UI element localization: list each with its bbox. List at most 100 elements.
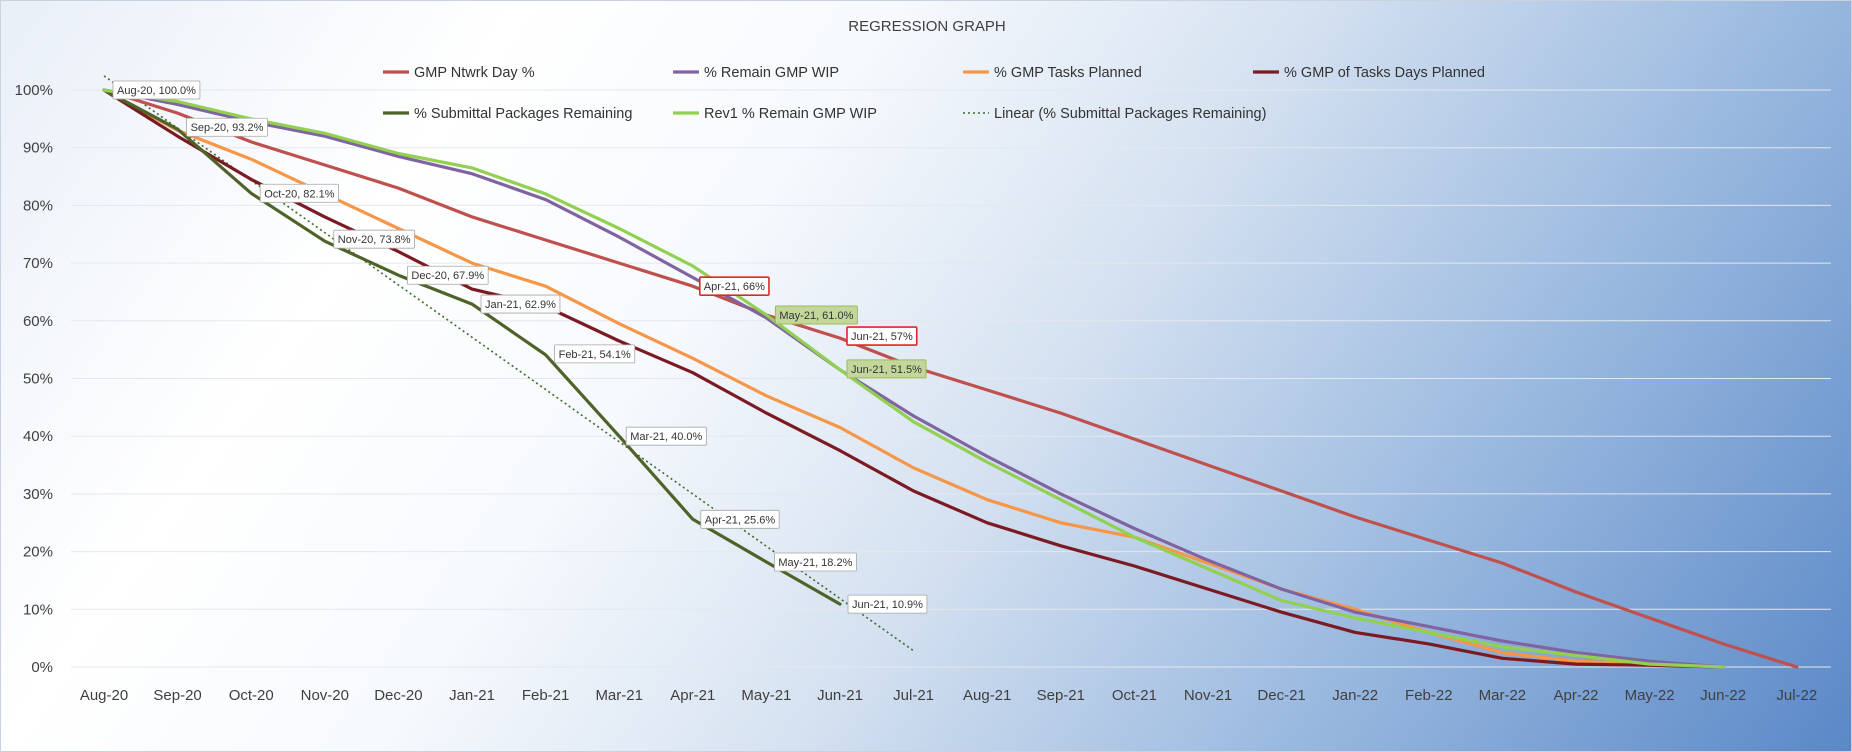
x-tick-label: Jul-21 xyxy=(893,687,934,704)
legend-label: % Remain GMP WIP xyxy=(704,65,839,81)
y-tick-label: 50% xyxy=(23,371,53,388)
x-tick-label: Nov-21 xyxy=(1184,687,1232,704)
x-tick-label: Oct-21 xyxy=(1112,687,1157,704)
x-tick-label: Apr-22 xyxy=(1553,687,1598,704)
data-label: Jun-21, 57% xyxy=(846,326,918,346)
data-label-box xyxy=(846,326,918,346)
legend-label: % GMP Tasks Planned xyxy=(994,65,1142,81)
data-label-text: Dec-20, 67.9% xyxy=(411,270,484,282)
data-label-text: May-21, 61.0% xyxy=(779,310,853,322)
x-tick-label: Mar-21 xyxy=(595,687,643,704)
legend-label: Rev1 % Remain GMP WIP xyxy=(704,106,877,122)
data-label-box xyxy=(259,183,339,203)
y-tick-label: 20% xyxy=(23,544,53,561)
data-label-text: Jun-21, 10.9% xyxy=(852,599,923,611)
legend-item-gmp-tasks-days-planned: % GMP of Tasks Days Planned xyxy=(1253,65,1485,81)
data-label-box xyxy=(774,305,858,325)
data-label-box xyxy=(625,426,707,446)
legend-item-linear-trendline: Linear (% Submittal Packages Remaining) xyxy=(963,106,1266,122)
x-tick-label: Jun-22 xyxy=(1700,687,1746,704)
legend-label: Linear (% Submittal Packages Remaining) xyxy=(994,106,1266,122)
chart-title: REGRESSION GRAPH xyxy=(848,18,1006,35)
data-label-text: Feb-21, 54.1% xyxy=(559,349,631,361)
data-label-text: Apr-21, 66% xyxy=(704,281,765,293)
x-tick-label: Mar-22 xyxy=(1479,687,1527,704)
legend-label: GMP Ntwrk Day % xyxy=(414,65,535,81)
x-tick-label: Feb-21 xyxy=(522,687,570,704)
legend: GMP Ntwrk Day % % Remain GMP WIP % GMP Tas… xyxy=(383,65,1485,122)
data-label-text: Mar-21, 40.0% xyxy=(630,431,702,443)
y-tick-label: 80% xyxy=(23,197,53,214)
data-label-text: Oct-20, 82.1% xyxy=(264,188,335,200)
data-label: Oct-20, 82.1% xyxy=(259,183,339,203)
x-tick-label: Oct-20 xyxy=(229,687,274,704)
data-label-text: Jun-21, 57% xyxy=(851,331,913,343)
legend-label: % Submittal Packages Remaining xyxy=(414,106,632,122)
x-tick-label: Jul-22 xyxy=(1776,687,1817,704)
series-line-gmp-tasks-planned xyxy=(102,88,1725,669)
data-label: Mar-21, 40.0% xyxy=(625,426,707,446)
x-tick-label: Dec-20 xyxy=(374,687,422,704)
y-tick-label: 10% xyxy=(23,601,53,618)
data-label: Nov-20, 73.8% xyxy=(333,229,415,249)
x-tick-label: Aug-21 xyxy=(963,687,1011,704)
data-label-box xyxy=(480,294,561,314)
x-tick-label: Jan-21 xyxy=(449,687,495,704)
data-label-box xyxy=(846,359,927,379)
y-tick-label: 70% xyxy=(23,255,53,272)
y-tick-label: 100% xyxy=(15,82,53,99)
legend-label: % GMP of Tasks Days Planned xyxy=(1284,65,1485,81)
x-tick-label: May-22 xyxy=(1625,687,1675,704)
y-axis: 0% 10% 20% 30% 40% 50% 60% 70% 80% 90% 100% xyxy=(15,82,53,676)
x-tick-label: Sep-20 xyxy=(153,687,201,704)
x-tick-label: Aug-20 xyxy=(80,687,128,704)
y-tick-label: 90% xyxy=(23,140,53,157)
x-tick-label: Jan-22 xyxy=(1332,687,1378,704)
x-tick-label: Jun-21 xyxy=(817,687,863,704)
data-label: Aug-20, 100.0% xyxy=(112,80,201,100)
data-label: Jan-21, 62.9% xyxy=(480,294,561,314)
x-axis: Aug-20 Sep-20 Oct-20 Nov-20 Dec-20 Jan-21 Feb-… xyxy=(80,687,1817,704)
legend-item-remain-gmp-wip: % Remain GMP WIP xyxy=(673,65,839,81)
y-tick-label: 40% xyxy=(23,428,53,445)
data-label-box xyxy=(774,552,857,572)
data-label-text: Aug-20, 100.0% xyxy=(117,85,196,97)
data-label-text: Nov-20, 73.8% xyxy=(338,234,411,246)
data-label-text: Jun-21, 51.5% xyxy=(851,364,922,376)
series-line-submittal-remaining xyxy=(102,88,842,606)
data-label: Jun-21, 10.9% xyxy=(847,594,928,614)
legend-item-submittal-remaining: % Submittal Packages Remaining xyxy=(383,106,632,122)
data-label-box xyxy=(406,265,489,285)
data-label: Dec-20, 67.9% xyxy=(406,265,489,285)
data-labels: Aug-20, 100.0% Sep-20, 93.2% Oct-20, 82.1%… xyxy=(112,80,928,614)
data-label: May-21, 18.2% xyxy=(774,552,857,572)
data-label-box xyxy=(333,229,415,249)
data-label: Sep-20, 93.2% xyxy=(186,117,268,137)
data-label-box xyxy=(186,117,268,137)
y-tick-label: 30% xyxy=(23,486,53,503)
data-label-box xyxy=(112,80,201,100)
x-tick-label: Sep-21 xyxy=(1037,687,1085,704)
data-label: Feb-21, 54.1% xyxy=(554,344,636,364)
data-label-box xyxy=(847,594,928,614)
data-label: May-21, 61.0% xyxy=(774,305,858,325)
data-label-text: Jan-21, 62.9% xyxy=(485,299,556,311)
legend-item-gmp-tasks-planned: % GMP Tasks Planned xyxy=(963,65,1142,81)
data-label: Apr-21, 25.6% xyxy=(700,509,780,529)
series-line-rev1-remain-gmp-wip xyxy=(102,88,1725,669)
series-line-gmp-ntwrk-day xyxy=(102,88,1799,669)
legend-item-rev1-remain-gmp-wip: Rev1 % Remain GMP WIP xyxy=(673,106,877,122)
data-label-box xyxy=(554,344,636,364)
series-line-remain-gmp-wip xyxy=(102,88,1725,669)
y-tick-label: 0% xyxy=(31,659,53,676)
x-tick-label: Feb-22 xyxy=(1405,687,1453,704)
x-tick-label: May-21 xyxy=(741,687,791,704)
y-tick-label: 60% xyxy=(23,313,53,330)
legend-item-gmp-ntwrk-day: GMP Ntwrk Day % xyxy=(383,65,535,81)
x-tick-label: Apr-21 xyxy=(670,687,715,704)
data-label: Jun-21, 51.5% xyxy=(846,359,927,379)
x-tick-label: Dec-21 xyxy=(1257,687,1305,704)
data-label-text: Apr-21, 25.6% xyxy=(705,514,776,526)
